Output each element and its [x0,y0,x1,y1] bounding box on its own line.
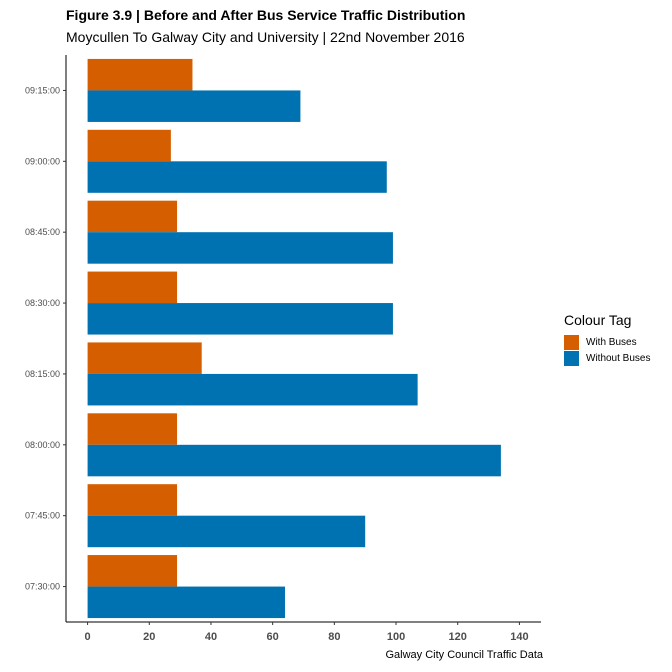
legend-label-with-buses: With Buses [586,336,637,348]
y-tick-label: 08:30:00 [25,298,60,308]
bar-with-buses-080000 [87,413,178,445]
bar-with-buses-090000 [87,129,171,162]
x-tick-label: 0 [85,631,91,643]
bar-without-buses-080000 [87,444,501,477]
bar-with-buses-084500 [87,200,178,233]
x-tick-label: 20 [143,631,155,643]
bar-without-buses-081500 [87,373,418,406]
chart-caption: Galway City Council Traffic Data [385,649,543,661]
x-tick-label: 120 [449,631,467,643]
y-tick-label: 07:30:00 [25,582,60,592]
bar-without-buses-091500 [87,90,301,122]
y-tick-label: 08:00:00 [25,440,60,450]
bar-without-buses-083000 [87,303,393,335]
bar-with-buses-083000 [87,271,178,304]
bar-without-buses-073000 [87,586,285,619]
legend-item-with-buses: With Buses [564,334,650,350]
y-tick-label: 08:45:00 [25,227,60,237]
chart-subtitle: Moycullen To Galway City and University … [66,29,465,45]
y-tick-label: 08:15:00 [25,369,60,379]
legend-item-without-buses: Without Buses [564,350,650,366]
legend: Colour Tag With Buses Without Buses [564,312,650,366]
bar-with-buses-074500 [87,484,178,516]
bar-with-buses-081500 [87,342,202,374]
chart-title: Figure 3.9 | Before and After Bus Servic… [66,7,466,23]
bar-without-buses-090000 [87,161,387,193]
y-tick-label: 09:00:00 [25,156,60,166]
bar-with-buses-091500 [87,58,193,91]
legend-swatch-with-buses [564,334,579,350]
legend-swatch-without-buses [564,350,579,366]
x-tick-label: 60 [267,631,279,643]
x-tick-label: 40 [205,631,217,643]
bar-with-buses-073000 [87,555,178,587]
bar-without-buses-084500 [87,232,393,264]
legend-label-without-buses: Without Buses [586,352,651,364]
x-tick-label: 80 [328,631,340,643]
y-tick-label: 07:45:00 [25,511,60,521]
y-tick-label: 09:15:00 [25,85,60,95]
x-tick-label: 140 [510,631,528,643]
legend-title: Colour Tag [564,312,632,328]
bar-without-buses-074500 [87,515,366,548]
x-tick-label: 100 [387,631,405,643]
